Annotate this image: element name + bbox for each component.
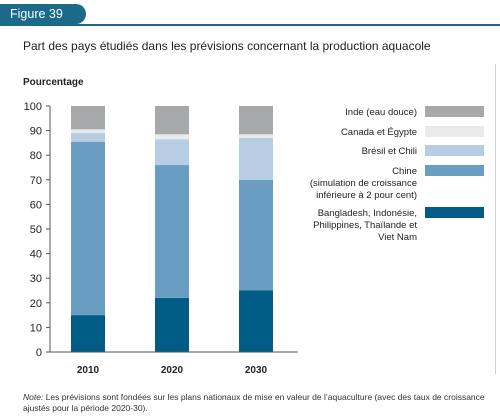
bar-segment bbox=[71, 106, 105, 130]
legend-label: Philippines, Thaïlande et bbox=[313, 220, 417, 231]
chart-note: Note: Les prévisions sont fondées sur le… bbox=[23, 392, 493, 414]
bar-segment bbox=[155, 139, 189, 166]
y-tick-label: 50 bbox=[30, 224, 42, 236]
legend-swatch bbox=[425, 106, 484, 117]
legend-swatch bbox=[425, 126, 484, 137]
bar-segment bbox=[239, 179, 273, 291]
chart-title: Part des pays étudiés dans les prévision… bbox=[23, 39, 431, 53]
legend-label: Bangladesh, Indonésie, bbox=[318, 208, 417, 219]
bar-segment bbox=[155, 165, 189, 298]
x-tick-label: 2010 bbox=[77, 365, 100, 376]
x-tick-label: 2020 bbox=[161, 365, 184, 376]
y-tick-label: 0 bbox=[36, 347, 42, 359]
bar-segment bbox=[71, 133, 105, 142]
legend-label: Canada et Égypte bbox=[341, 127, 417, 138]
frame-rule bbox=[495, 64, 496, 374]
y-axis: 0 10 20 30 40 50 60 70 80 90 100 bbox=[24, 101, 51, 359]
y-tick-label: 90 bbox=[30, 126, 42, 138]
bar-segment bbox=[155, 297, 189, 352]
y-axis-title: Pourcentage bbox=[23, 77, 84, 88]
y-tick-label: 40 bbox=[30, 249, 42, 261]
y-tick-label: 20 bbox=[30, 298, 42, 310]
legend-label: inférieure à 2 pour cent) bbox=[316, 190, 417, 201]
bar-segment bbox=[239, 137, 273, 180]
bar-segment bbox=[239, 106, 273, 135]
y-tick-label: 70 bbox=[30, 175, 42, 187]
figure-label: Figure 39 bbox=[0, 4, 86, 24]
y-tick-label: 100 bbox=[24, 101, 42, 113]
bar-segment bbox=[155, 134, 189, 140]
x-tick-label: 2030 bbox=[245, 365, 268, 376]
note-prefix: Note: bbox=[23, 392, 44, 402]
y-tick-label: 80 bbox=[30, 150, 42, 162]
legend-swatch bbox=[425, 207, 484, 218]
bar-segment bbox=[71, 141, 105, 316]
bar-segment bbox=[239, 290, 273, 352]
y-tick-label: 60 bbox=[30, 199, 42, 211]
x-axis: 2010 2020 2030 bbox=[50, 351, 298, 376]
legend-swatch bbox=[425, 165, 484, 176]
legend-label: (simulation de croissance bbox=[310, 178, 417, 189]
bar-segment bbox=[71, 129, 105, 134]
y-tick-label: 30 bbox=[30, 273, 42, 285]
bars bbox=[71, 106, 273, 352]
legend-label: Brésil et Chili bbox=[362, 146, 417, 157]
y-tick-label: 10 bbox=[30, 322, 42, 334]
bar-segment bbox=[155, 106, 189, 135]
legend: Inde (eau douce) Canada et Égypte Brésil e… bbox=[310, 106, 484, 243]
figure-header-rule bbox=[0, 24, 500, 26]
bar-segment bbox=[239, 134, 273, 138]
legend-label: Viet Nam bbox=[378, 232, 417, 243]
bar-segment bbox=[71, 315, 105, 352]
legend-label: Chine bbox=[392, 166, 417, 177]
legend-label: Inde (eau douce) bbox=[345, 107, 417, 118]
note-text: Les prévisions sont fondées sur les plan… bbox=[23, 392, 485, 413]
legend-swatch bbox=[425, 145, 484, 156]
